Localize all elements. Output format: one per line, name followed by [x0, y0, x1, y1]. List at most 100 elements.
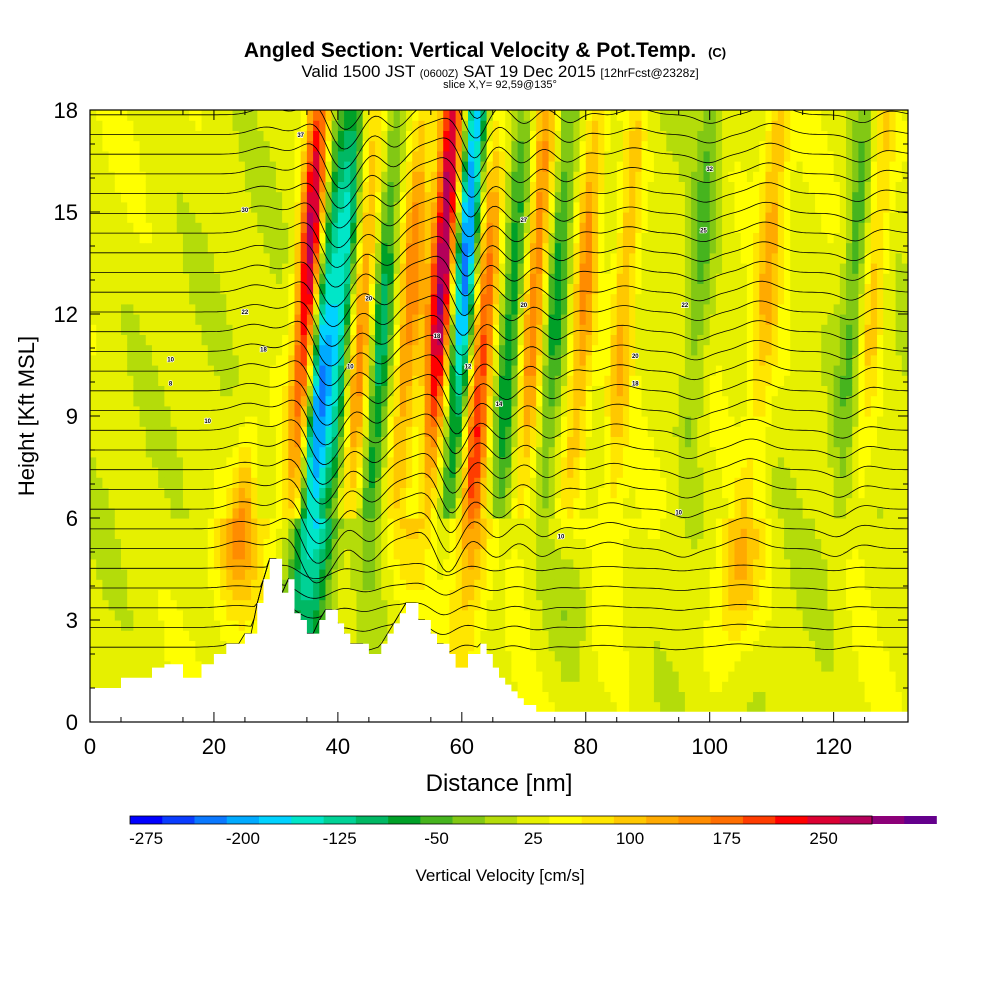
velocity-cell — [567, 620, 574, 631]
velocity-cell — [585, 609, 593, 621]
velocity-cell — [325, 507, 333, 519]
velocity-cell — [375, 599, 382, 611]
velocity-cell — [381, 252, 389, 264]
velocity-cell — [294, 130, 302, 142]
velocity-cell — [151, 242, 159, 254]
velocity-cell — [102, 640, 110, 652]
velocity-cell — [182, 528, 190, 539]
velocity-cell — [542, 558, 550, 570]
velocity-cell — [164, 467, 172, 478]
velocity-cell — [585, 232, 593, 244]
velocity-cell — [387, 436, 395, 448]
velocity-cell — [313, 569, 320, 580]
velocity-cell — [275, 426, 283, 437]
velocity-cell — [344, 110, 351, 121]
velocity-cell — [523, 344, 531, 356]
velocity-cell — [145, 252, 153, 264]
velocity-cell — [430, 252, 438, 264]
velocity-cell — [201, 171, 209, 182]
velocity-cell — [96, 609, 103, 621]
velocity-cell — [424, 334, 432, 346]
velocity-cell — [455, 426, 463, 437]
velocity-cell — [579, 640, 587, 652]
velocity-cell — [151, 660, 159, 672]
velocity-cell — [325, 558, 333, 570]
velocity-cell — [257, 222, 265, 233]
velocity-cell — [399, 171, 407, 182]
velocity-cell — [120, 110, 128, 121]
velocity-cell — [591, 181, 599, 193]
velocity-cell — [573, 416, 581, 427]
velocity-cell — [548, 681, 556, 692]
velocity-cell — [468, 283, 475, 295]
velocity-cell — [108, 446, 116, 458]
velocity-cell — [127, 324, 134, 335]
velocity-cell — [213, 477, 221, 488]
velocity-cell — [189, 263, 196, 274]
velocity-cell — [195, 181, 203, 193]
velocity-cell — [319, 456, 327, 468]
velocity-cell — [567, 191, 574, 203]
velocity-cell — [511, 120, 519, 131]
velocity-cell — [102, 456, 110, 468]
velocity-cell — [591, 467, 599, 478]
velocity-cell — [424, 161, 432, 172]
velocity-cell — [127, 477, 134, 488]
velocity-cell — [189, 589, 196, 601]
velocity-cell — [375, 314, 382, 325]
velocity-cell — [319, 252, 327, 264]
velocity-cell — [275, 191, 283, 203]
velocity-cell — [368, 528, 376, 539]
velocity-cell — [158, 507, 165, 519]
velocity-cell — [393, 212, 401, 223]
velocity-cell — [102, 589, 110, 601]
velocity-cell — [455, 609, 463, 621]
velocity-cell — [486, 150, 494, 162]
velocity-cell — [325, 150, 333, 162]
velocity-cell — [412, 283, 420, 295]
velocity-cell — [430, 558, 438, 570]
velocity-cell — [406, 201, 413, 213]
velocity-cell — [158, 171, 165, 182]
velocity-cell — [443, 467, 451, 478]
velocity-cell — [90, 538, 97, 550]
velocity-cell — [499, 201, 506, 213]
velocity-cell — [579, 681, 587, 692]
velocity-cell — [430, 324, 438, 335]
velocity-cell — [114, 161, 122, 172]
velocity-cell — [189, 660, 196, 672]
velocity-cell — [331, 456, 339, 468]
velocity-cell — [275, 324, 283, 335]
velocity-cell — [499, 528, 506, 539]
velocity-cell — [127, 181, 134, 193]
velocity-cell — [461, 548, 469, 560]
velocity-cell — [300, 365, 308, 376]
velocity-cell — [536, 120, 543, 131]
velocity-cell — [368, 609, 376, 621]
velocity-cell — [151, 528, 159, 539]
velocity-cell — [114, 528, 122, 539]
velocity-cell — [529, 528, 537, 539]
velocity-cell — [412, 497, 420, 509]
velocity-cell — [412, 314, 420, 325]
velocity-cell — [114, 344, 122, 356]
velocity-cell — [486, 579, 494, 590]
velocity-cell — [350, 599, 358, 611]
velocity-cell — [368, 324, 376, 335]
velocity-cell — [468, 518, 475, 529]
velocity-cell — [560, 334, 568, 346]
velocity-cell — [591, 191, 599, 203]
velocity-cell — [591, 150, 599, 162]
velocity-cell — [244, 436, 252, 448]
velocity-cell — [548, 640, 556, 652]
velocity-cell — [598, 293, 605, 305]
velocity-cell — [461, 354, 469, 366]
velocity-cell — [195, 161, 203, 172]
velocity-cell — [170, 212, 178, 223]
velocity-cell — [226, 630, 234, 641]
velocity-cell — [300, 497, 308, 509]
velocity-cell — [139, 303, 147, 315]
velocity-cell — [300, 538, 308, 550]
velocity-cell — [406, 212, 413, 223]
velocity-cell — [120, 273, 128, 284]
